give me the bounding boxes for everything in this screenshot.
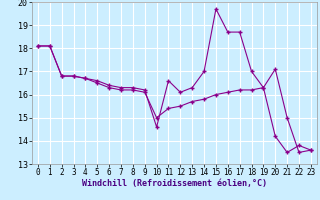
X-axis label: Windchill (Refroidissement éolien,°C): Windchill (Refroidissement éolien,°C) xyxy=(82,179,267,188)
